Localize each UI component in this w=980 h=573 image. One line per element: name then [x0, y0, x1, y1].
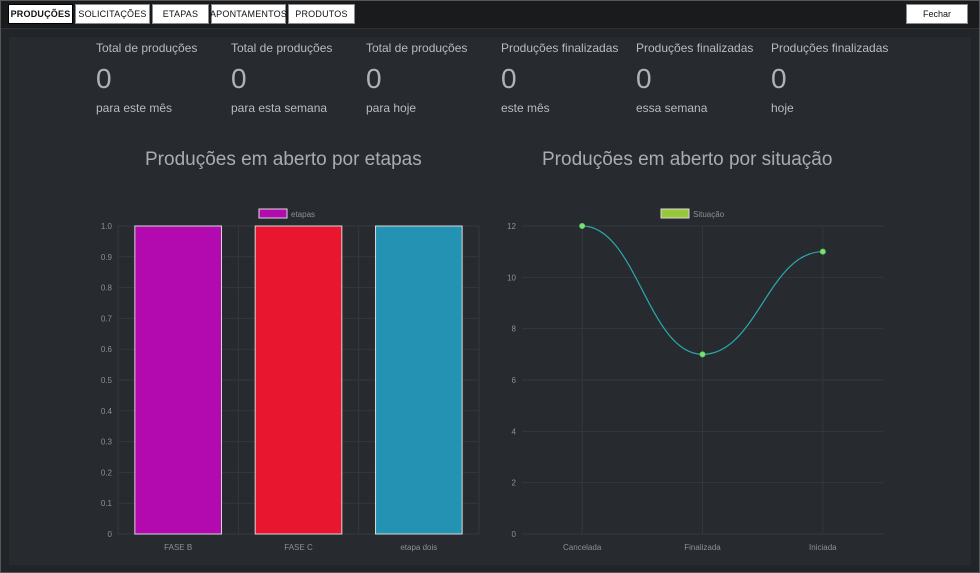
- x-tick-label: etapa dois: [400, 543, 437, 552]
- legend-label: etapas: [291, 210, 315, 219]
- y-tick-label: 6: [512, 376, 517, 385]
- y-tick-label: 0.2: [101, 468, 113, 477]
- stat-value: 0: [366, 63, 382, 94]
- stat-subtitle: este mês: [501, 101, 550, 115]
- stat-subtitle: essa semana: [636, 101, 708, 115]
- y-tick-label: 12: [507, 222, 516, 231]
- stat-card-finished-week: Produções finalizadas 0 essa semana: [636, 41, 766, 115]
- close-button[interactable]: Fechar: [906, 4, 968, 24]
- stat-subtitle: para esta semana: [231, 101, 328, 115]
- stat-card-finished-today: Produções finalizadas 0 hoje: [771, 41, 901, 115]
- legend-swatch: [660, 208, 690, 219]
- stat-title: Produções finalizadas: [501, 41, 619, 55]
- y-tick-label: 1.0: [101, 222, 113, 231]
- stat-title: Total de produções: [231, 41, 333, 55]
- stat-card-total-month: Total de produções 0 para este mês: [96, 41, 226, 115]
- tab-apontamentos[interactable]: APONTAMENTOS: [210, 4, 287, 24]
- stat-subtitle: hoje: [771, 101, 794, 115]
- y-tick-label: 0.3: [101, 438, 113, 447]
- x-tick-label: FASE C: [284, 543, 313, 552]
- x-tick-label: FASE B: [164, 543, 192, 552]
- bar: [375, 225, 463, 535]
- stat-value: 0: [96, 63, 112, 94]
- bar-chart-title: Produções em aberto por etapas: [145, 149, 422, 170]
- y-tick-label: 0.6: [101, 345, 113, 354]
- stat-card-total-week: Total de produções 0 para esta semana: [231, 41, 361, 115]
- y-tick-label: 0.5: [101, 376, 113, 385]
- stat-card-finished-month: Produções finalizadas 0 este mês: [501, 41, 631, 115]
- data-point: [819, 248, 826, 255]
- data-point: [699, 351, 706, 358]
- stat-value: 0: [501, 63, 517, 94]
- y-tick-label: 0.4: [101, 407, 113, 416]
- stat-value: 0: [771, 63, 787, 94]
- tab-produtos[interactable]: PRODUTOS: [288, 4, 355, 24]
- legend-label: Situação: [693, 210, 725, 219]
- y-tick-label: 0.9: [101, 253, 113, 262]
- line-chart-title: Produções em aberto por situação: [542, 149, 833, 170]
- y-tick-label: 0.7: [101, 314, 113, 323]
- y-tick-label: 0.8: [101, 284, 113, 293]
- top-nav-bar: PRODUÇÕES SOLICITAÇÕES ETAPAS APONTAMENT…: [1, 1, 979, 29]
- bar: [134, 225, 222, 535]
- stat-title: Produções finalizadas: [636, 41, 754, 55]
- stat-title: Total de produções: [366, 41, 468, 55]
- y-tick-label: 0: [108, 530, 113, 539]
- tab-producoes[interactable]: PRODUÇÕES: [8, 4, 73, 24]
- stat-title: Produções finalizadas: [771, 41, 889, 55]
- stat-subtitle: para este mês: [96, 101, 173, 115]
- x-tick-label: Iniciada: [809, 543, 837, 552]
- y-tick-label: 8: [512, 325, 517, 334]
- bar: [254, 225, 343, 535]
- x-tick-label: Finalizada: [684, 543, 721, 552]
- y-tick-label: 0.1: [101, 499, 113, 508]
- data-point: [579, 223, 586, 229]
- tab-solicitacoes[interactable]: SOLICITAÇÕES: [75, 4, 150, 24]
- stat-subtitle: para hoje: [366, 101, 417, 115]
- x-tick-label: Cancelada: [563, 543, 602, 552]
- y-tick-label: 2: [512, 479, 517, 488]
- stat-card-total-today: Total de produções 0 para hoje: [366, 41, 496, 115]
- y-tick-label: 10: [507, 273, 516, 282]
- y-tick-label: 4: [512, 427, 517, 436]
- tab-etapas[interactable]: ETAPAS: [152, 4, 209, 24]
- legend-swatch: [258, 208, 288, 219]
- stat-value: 0: [231, 63, 247, 94]
- stat-title: Total de produções: [96, 41, 198, 55]
- y-tick-label: 0: [512, 530, 517, 539]
- stat-value: 0: [636, 63, 652, 94]
